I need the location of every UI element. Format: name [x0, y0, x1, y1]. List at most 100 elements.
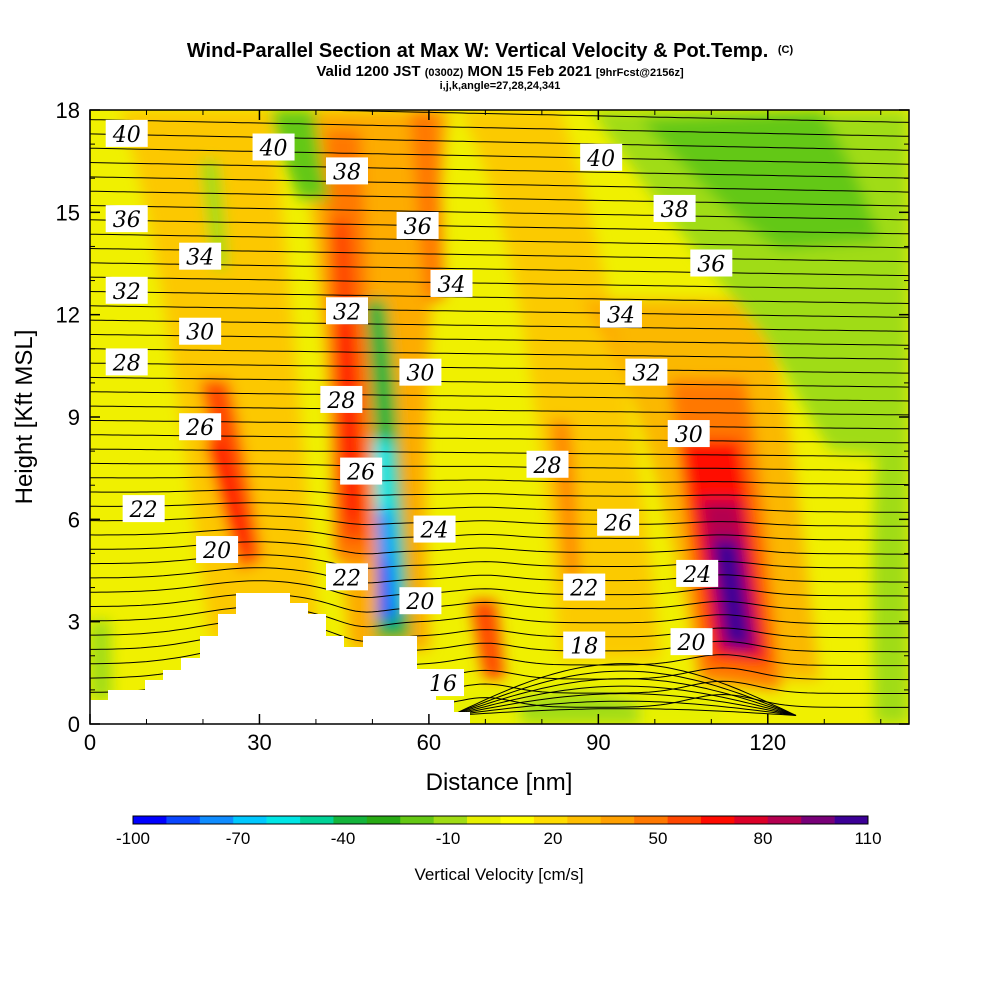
x-tick-label: 0 [84, 730, 96, 755]
contour-label: 32 [105, 276, 148, 305]
contour-label: 26 [340, 457, 383, 486]
colorbar-tick-label: -10 [436, 829, 461, 848]
isentrope-line [90, 334, 909, 346]
x-tick-label: 60 [417, 730, 441, 755]
x-tick-label: 30 [247, 730, 271, 755]
contour-label-text: 34 [186, 246, 214, 271]
contour-label-box [340, 457, 383, 485]
downdraft-region [640, 110, 880, 250]
contour-label-box [105, 205, 148, 233]
contour-label-text: 20 [677, 631, 706, 656]
contour-label-box [179, 317, 222, 345]
contour-label-box [399, 587, 442, 615]
contour-label-box [413, 515, 456, 543]
colorbar-tick-label: -100 [116, 829, 150, 848]
isentrope-line [90, 162, 909, 179]
colorbar-swatch [767, 816, 802, 824]
contour-label-text: 28 [533, 454, 562, 479]
contour-label: 36 [690, 249, 733, 278]
isentrope-line [90, 190, 909, 207]
contour-label: 18 [563, 631, 606, 660]
isentrope-line [451, 693, 797, 716]
colorbar-swatch [133, 816, 167, 824]
contour-label: 38 [325, 157, 368, 185]
colorbar-tick-label: 50 [649, 829, 668, 848]
contour-label: 24 [676, 559, 719, 588]
isentrope-line [90, 593, 909, 613]
downdraft-region [200, 160, 228, 270]
contour-label-box [599, 300, 642, 328]
contour-label-box [625, 358, 668, 386]
colorbar-tick-label: -40 [331, 829, 356, 848]
isentrope-line [90, 233, 909, 249]
colorbar-swatch [300, 816, 334, 824]
isentrope-line [451, 670, 797, 716]
isentrope-line [90, 448, 909, 458]
isentrope-line [451, 685, 797, 716]
contour-label: 30 [667, 420, 710, 448]
contour-label-text: 18 [570, 635, 598, 660]
isentrope-line [90, 580, 909, 599]
chart-title: Wind-Parallel Section at Max W: Vertical… [187, 40, 768, 62]
contour-label-box [653, 194, 696, 222]
colorbar-swatch [700, 816, 735, 824]
contour-label-text: 24 [420, 519, 449, 544]
updraft-core [410, 110, 445, 300]
updraft-region [120, 110, 320, 640]
colorbar-tick-label: 80 [754, 829, 773, 848]
contour-label-text: 16 [429, 672, 457, 697]
y-tick-label: 9 [68, 405, 80, 430]
isentrope-line [90, 567, 909, 584]
contour-label-box [320, 385, 363, 413]
contour-label-box [690, 249, 733, 277]
colorbar-swatch [834, 816, 869, 824]
contour-label-box [526, 450, 569, 478]
contour-label: 28 [320, 385, 363, 414]
contour-label-box [399, 358, 442, 386]
colorbar-swatch [433, 816, 468, 824]
isentrope-line [90, 348, 909, 360]
contour-label: 30 [399, 358, 442, 387]
downdraft-region [270, 110, 330, 200]
contour-label: 34 [430, 269, 473, 298]
contour-label-text: 34 [607, 304, 635, 329]
colorbar-swatch [600, 816, 635, 824]
contour-label-box [667, 420, 710, 448]
x-tick-label: 90 [586, 730, 610, 755]
contour-label-box [252, 133, 295, 161]
contour-label: 22 [563, 573, 606, 602]
contour-label: 36 [396, 211, 439, 240]
isentrope-line [451, 708, 797, 716]
contour-label: 38 [653, 194, 696, 223]
isentrope-line [90, 606, 909, 628]
colorbar-swatch [734, 816, 769, 824]
colorbar-swatch [567, 816, 602, 824]
isentrope-line [90, 133, 909, 151]
colorbar-tick-labels: -100 -70 -40 -10 20 50 80 110 [116, 829, 882, 848]
contour-label-box [325, 563, 368, 591]
contour-label-box [563, 573, 606, 601]
copyright-mark: (C) [778, 44, 794, 56]
isentrope-line [451, 678, 797, 716]
contour-label: 26 [179, 413, 222, 441]
contour-label-box [325, 157, 368, 185]
isentrope-line [90, 362, 909, 374]
isentrope-line [90, 205, 909, 221]
contour-label: 40 [105, 119, 148, 148]
surface-layer [520, 693, 640, 724]
isentrope-line [90, 391, 909, 402]
contour-labels: 40 40 38 40 38 36 36 36 34 34 34 32 32 32 30 30 30 28 28 28… [105, 119, 733, 697]
contour-label-box [105, 119, 148, 147]
isentrope-lines [90, 110, 909, 716]
contour-label-text: 38 [333, 160, 361, 185]
colorbar-frame [132, 815, 869, 825]
terrain [90, 593, 470, 724]
contour-label-box [105, 348, 148, 376]
colorbar-swatch [400, 816, 434, 824]
downdraft-region [760, 330, 909, 460]
isentrope-line [90, 434, 909, 444]
y-tick-label: 15 [56, 200, 80, 225]
contour-label: 28 [105, 348, 148, 376]
contour-label-text: 20 [405, 590, 434, 615]
colorbar-swatch [801, 816, 835, 824]
